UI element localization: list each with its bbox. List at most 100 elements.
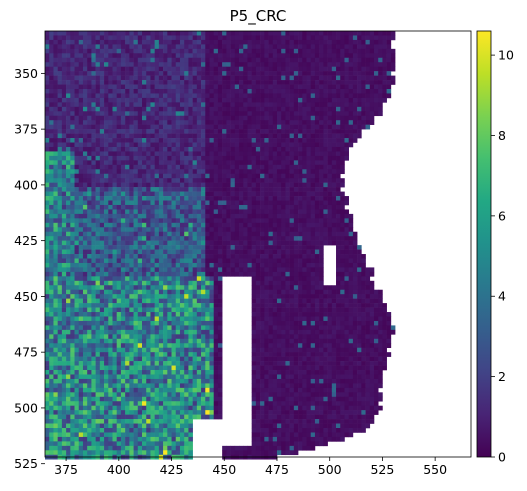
heatmap-cell bbox=[352, 39, 358, 45]
heatmap-cell bbox=[348, 258, 354, 264]
heatmap-cell bbox=[192, 115, 198, 121]
heatmap-cell bbox=[184, 280, 189, 286]
heatmap-cell bbox=[87, 84, 92, 90]
heatmap-cell bbox=[133, 289, 139, 295]
heatmap-cell bbox=[188, 120, 193, 125]
heatmap-cell bbox=[239, 39, 244, 45]
heatmap-cell bbox=[306, 289, 312, 295]
heatmap-cell bbox=[352, 66, 358, 72]
heatmap-cell bbox=[344, 218, 349, 224]
heatmap-cell bbox=[201, 62, 206, 67]
heatmap-cell bbox=[66, 285, 71, 291]
heatmap-cell bbox=[327, 93, 333, 99]
heatmap-cell bbox=[285, 258, 290, 264]
heatmap-cell bbox=[112, 200, 118, 206]
heatmap-cell bbox=[129, 146, 134, 152]
heatmap-cell bbox=[179, 66, 185, 72]
heatmap-cell bbox=[336, 178, 341, 183]
heatmap-cell bbox=[95, 236, 101, 241]
heatmap-cell bbox=[306, 138, 312, 143]
heatmap-cell bbox=[234, 71, 240, 76]
heatmap-cell bbox=[272, 88, 278, 94]
heatmap-cell bbox=[205, 303, 210, 308]
heatmap-cell bbox=[163, 245, 168, 250]
heatmap-cell bbox=[268, 289, 274, 295]
heatmap-cell bbox=[146, 80, 151, 85]
heatmap-cell bbox=[251, 39, 257, 45]
heatmap-cell bbox=[104, 44, 109, 50]
heatmap-cell bbox=[188, 102, 193, 108]
heatmap-cell bbox=[192, 178, 198, 183]
heatmap-cell bbox=[91, 320, 96, 326]
heatmap-cell bbox=[175, 316, 181, 322]
heatmap-cell bbox=[158, 209, 164, 215]
heatmap-cell bbox=[133, 164, 139, 170]
heatmap-cell bbox=[298, 187, 303, 192]
heatmap-cell bbox=[331, 187, 337, 192]
heatmap-cell bbox=[112, 262, 118, 268]
heatmap-cell bbox=[226, 53, 231, 59]
heatmap-cell bbox=[213, 231, 219, 237]
heatmap-cell bbox=[255, 209, 261, 215]
heatmap-cell bbox=[61, 240, 67, 246]
heatmap-cell bbox=[373, 31, 379, 36]
heatmap-cell bbox=[175, 294, 181, 299]
heatmap-cell bbox=[45, 48, 50, 54]
heatmap-cell bbox=[205, 213, 210, 219]
heatmap-cell bbox=[137, 31, 143, 36]
heatmap-cell bbox=[133, 254, 139, 259]
heatmap-cell bbox=[213, 249, 219, 255]
heatmap-cell bbox=[99, 280, 105, 286]
heatmap-cell bbox=[154, 209, 160, 215]
heatmap-cell bbox=[158, 187, 164, 192]
heatmap-cell bbox=[319, 191, 324, 197]
heatmap-cell bbox=[129, 307, 134, 313]
heatmap-cell bbox=[323, 218, 328, 224]
heatmap-cell bbox=[314, 39, 320, 45]
heatmap-cell bbox=[171, 173, 177, 179]
heatmap-cell bbox=[146, 307, 151, 313]
heatmap-cell bbox=[142, 124, 147, 130]
heatmap-cell bbox=[120, 39, 126, 45]
heatmap-cell bbox=[167, 280, 172, 286]
heatmap-cell bbox=[61, 66, 67, 72]
heatmap-cell bbox=[331, 298, 337, 304]
heatmap-cell bbox=[146, 182, 151, 188]
heatmap-cell bbox=[306, 142, 312, 148]
heatmap-cell bbox=[268, 155, 274, 161]
heatmap-cell bbox=[49, 169, 54, 175]
heatmap-cell bbox=[137, 39, 143, 45]
heatmap-cell bbox=[327, 316, 333, 322]
heatmap-cell bbox=[154, 129, 160, 134]
heatmap-cell bbox=[66, 71, 71, 76]
heatmap-cell bbox=[319, 164, 324, 170]
heatmap-cell bbox=[45, 316, 50, 322]
heatmap-cell bbox=[167, 39, 172, 45]
heatmap-cell bbox=[222, 187, 227, 192]
heatmap-cell bbox=[116, 66, 122, 72]
heatmap-cell bbox=[268, 307, 274, 313]
heatmap-cell bbox=[66, 267, 71, 273]
heatmap-cell bbox=[226, 227, 231, 233]
heatmap-cell bbox=[45, 155, 50, 161]
heatmap-cell bbox=[171, 164, 177, 170]
heatmap-cell bbox=[340, 44, 345, 50]
heatmap-cell bbox=[91, 285, 96, 291]
heatmap-cell bbox=[340, 245, 345, 250]
heatmap-cell bbox=[74, 285, 80, 291]
heatmap-cell bbox=[45, 71, 50, 76]
heatmap-cell bbox=[340, 200, 345, 206]
heatmap-cell bbox=[196, 316, 202, 322]
heatmap-cell bbox=[163, 138, 168, 143]
heatmap-cell bbox=[175, 196, 181, 201]
heatmap-cell bbox=[285, 200, 290, 206]
heatmap-cell bbox=[70, 84, 75, 90]
heatmap-cell bbox=[289, 178, 295, 183]
heatmap-cell bbox=[201, 146, 206, 152]
heatmap-cell bbox=[179, 124, 185, 130]
heatmap-cell bbox=[255, 227, 261, 233]
heatmap-cell bbox=[188, 142, 193, 148]
heatmap-cell bbox=[260, 35, 265, 41]
heatmap-cell bbox=[184, 164, 189, 170]
heatmap-cell bbox=[99, 48, 105, 54]
